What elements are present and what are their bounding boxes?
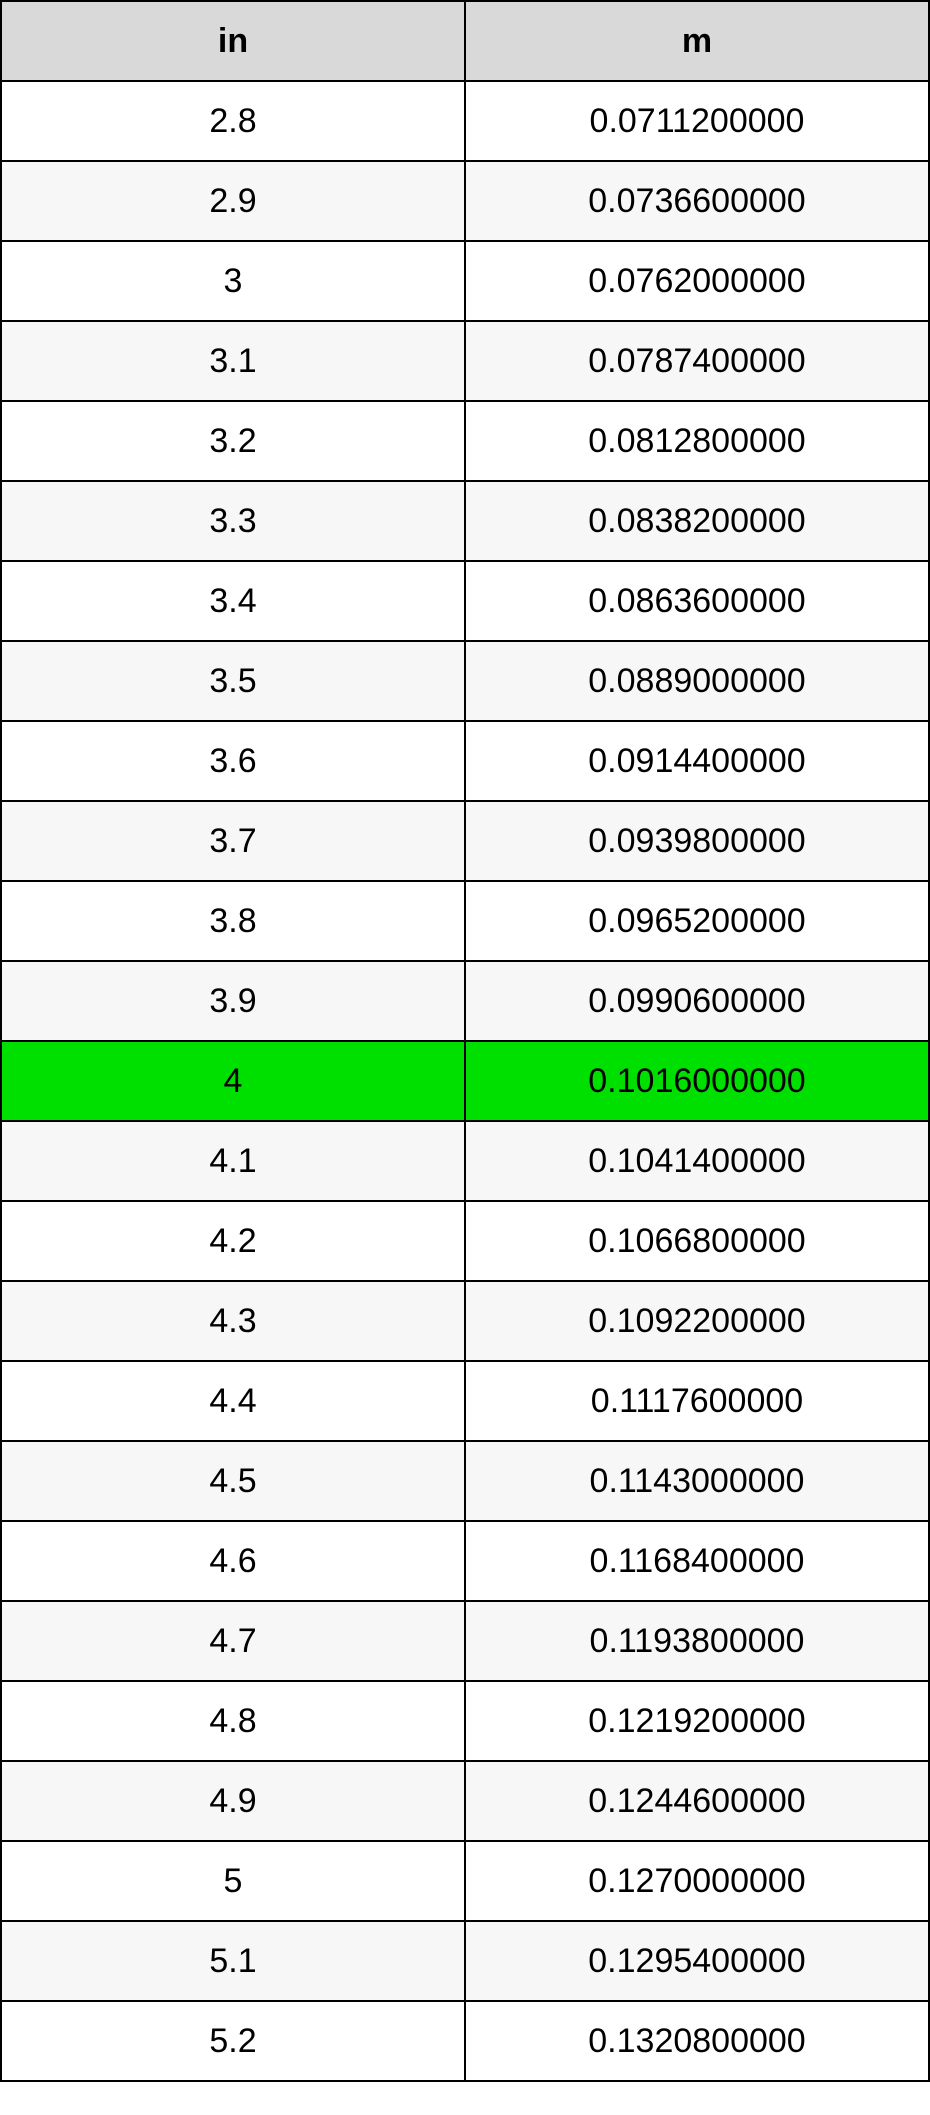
cell-m: 0.1270000000 bbox=[465, 1841, 929, 1921]
cell-m: 0.0914400000 bbox=[465, 721, 929, 801]
table-row: 4.40.1117600000 bbox=[1, 1361, 929, 1441]
cell-m: 0.1066800000 bbox=[465, 1201, 929, 1281]
table-row: 3.70.0939800000 bbox=[1, 801, 929, 881]
cell-in: 3 bbox=[1, 241, 465, 321]
cell-in: 3.8 bbox=[1, 881, 465, 961]
cell-m: 0.0965200000 bbox=[465, 881, 929, 961]
cell-m: 0.1244600000 bbox=[465, 1761, 929, 1841]
cell-m: 0.1117600000 bbox=[465, 1361, 929, 1441]
table-row: 5.20.1320800000 bbox=[1, 2001, 929, 2081]
table-row: 3.40.0863600000 bbox=[1, 561, 929, 641]
cell-m: 0.1320800000 bbox=[465, 2001, 929, 2081]
cell-m: 0.0838200000 bbox=[465, 481, 929, 561]
table-row: 2.80.0711200000 bbox=[1, 81, 929, 161]
table-row: 3.60.0914400000 bbox=[1, 721, 929, 801]
cell-in: 4.4 bbox=[1, 1361, 465, 1441]
table-row: 40.1016000000 bbox=[1, 1041, 929, 1121]
table-row: 4.70.1193800000 bbox=[1, 1601, 929, 1681]
cell-in: 2.9 bbox=[1, 161, 465, 241]
table-row: 30.0762000000 bbox=[1, 241, 929, 321]
cell-in: 5 bbox=[1, 1841, 465, 1921]
cell-in: 3.5 bbox=[1, 641, 465, 721]
cell-m: 0.1219200000 bbox=[465, 1681, 929, 1761]
cell-in: 5.1 bbox=[1, 1921, 465, 2001]
conversion-table-container: in m 2.80.07112000002.90.073660000030.07… bbox=[0, 0, 930, 2082]
cell-in: 4.5 bbox=[1, 1441, 465, 1521]
cell-in: 2.8 bbox=[1, 81, 465, 161]
cell-in: 4 bbox=[1, 1041, 465, 1121]
cell-in: 3.6 bbox=[1, 721, 465, 801]
table-row: 3.80.0965200000 bbox=[1, 881, 929, 961]
cell-in: 3.3 bbox=[1, 481, 465, 561]
cell-in: 4.2 bbox=[1, 1201, 465, 1281]
cell-m: 0.1193800000 bbox=[465, 1601, 929, 1681]
cell-in: 4.3 bbox=[1, 1281, 465, 1361]
cell-in: 3.2 bbox=[1, 401, 465, 481]
cell-m: 0.1168400000 bbox=[465, 1521, 929, 1601]
table-row: 4.60.1168400000 bbox=[1, 1521, 929, 1601]
conversion-table: in m 2.80.07112000002.90.073660000030.07… bbox=[0, 0, 930, 2082]
table-row: 4.30.1092200000 bbox=[1, 1281, 929, 1361]
cell-in: 5.2 bbox=[1, 2001, 465, 2081]
cell-m: 0.1092200000 bbox=[465, 1281, 929, 1361]
col-header-m: m bbox=[465, 1, 929, 81]
col-header-in: in bbox=[1, 1, 465, 81]
cell-m: 0.0889000000 bbox=[465, 641, 929, 721]
cell-in: 4.8 bbox=[1, 1681, 465, 1761]
cell-m: 0.0863600000 bbox=[465, 561, 929, 641]
cell-m: 0.0787400000 bbox=[465, 321, 929, 401]
cell-m: 0.0812800000 bbox=[465, 401, 929, 481]
cell-m: 0.1143000000 bbox=[465, 1441, 929, 1521]
cell-in: 4.6 bbox=[1, 1521, 465, 1601]
table-header-row: in m bbox=[1, 1, 929, 81]
cell-m: 0.1041400000 bbox=[465, 1121, 929, 1201]
table-row: 4.90.1244600000 bbox=[1, 1761, 929, 1841]
cell-in: 3.9 bbox=[1, 961, 465, 1041]
cell-m: 0.0939800000 bbox=[465, 801, 929, 881]
cell-m: 0.1016000000 bbox=[465, 1041, 929, 1121]
cell-in: 3.1 bbox=[1, 321, 465, 401]
table-row: 4.20.1066800000 bbox=[1, 1201, 929, 1281]
table-row: 4.50.1143000000 bbox=[1, 1441, 929, 1521]
table-row: 4.80.1219200000 bbox=[1, 1681, 929, 1761]
cell-in: 3.4 bbox=[1, 561, 465, 641]
table-row: 4.10.1041400000 bbox=[1, 1121, 929, 1201]
table-row: 3.90.0990600000 bbox=[1, 961, 929, 1041]
cell-m: 0.0762000000 bbox=[465, 241, 929, 321]
cell-in: 4.7 bbox=[1, 1601, 465, 1681]
table-row: 3.10.0787400000 bbox=[1, 321, 929, 401]
table-row: 3.30.0838200000 bbox=[1, 481, 929, 561]
cell-in: 4.1 bbox=[1, 1121, 465, 1201]
cell-m: 0.0736600000 bbox=[465, 161, 929, 241]
table-row: 50.1270000000 bbox=[1, 1841, 929, 1921]
table-row: 5.10.1295400000 bbox=[1, 1921, 929, 2001]
table-body: 2.80.07112000002.90.073660000030.0762000… bbox=[1, 81, 929, 2081]
table-row: 2.90.0736600000 bbox=[1, 161, 929, 241]
cell-m: 0.0990600000 bbox=[465, 961, 929, 1041]
cell-in: 3.7 bbox=[1, 801, 465, 881]
cell-in: 4.9 bbox=[1, 1761, 465, 1841]
cell-m: 0.0711200000 bbox=[465, 81, 929, 161]
table-row: 3.50.0889000000 bbox=[1, 641, 929, 721]
cell-m: 0.1295400000 bbox=[465, 1921, 929, 2001]
table-row: 3.20.0812800000 bbox=[1, 401, 929, 481]
